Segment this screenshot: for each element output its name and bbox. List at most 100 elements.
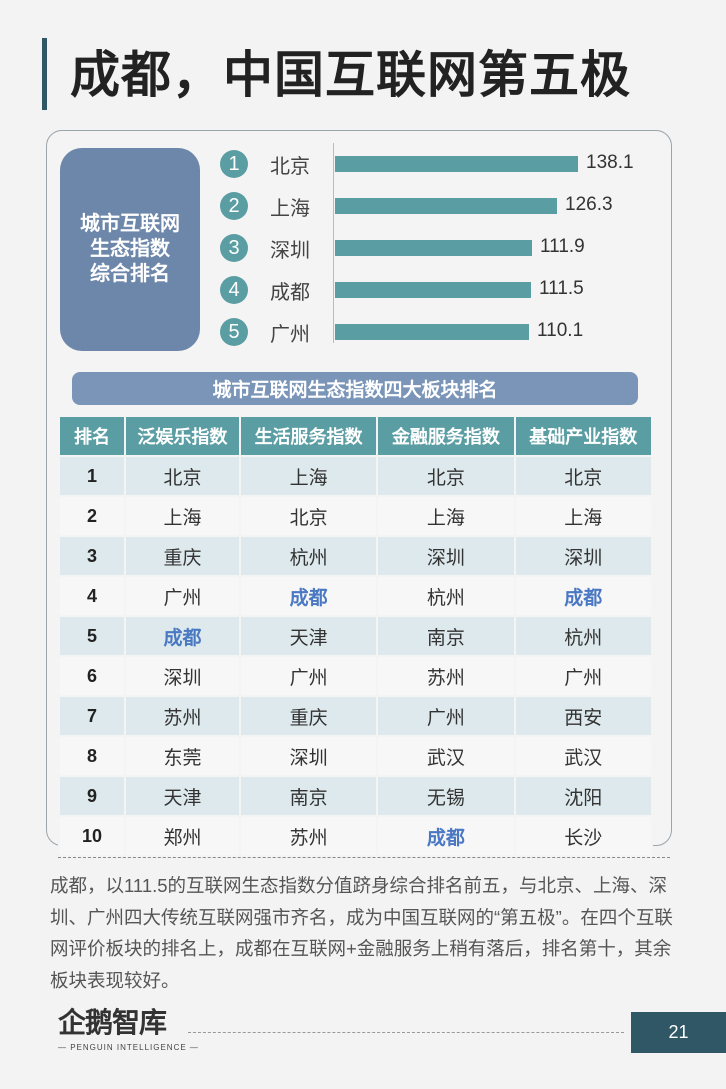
rank-number-circle: 2 xyxy=(220,192,248,220)
table-row: 7 苏州 重庆 广州 西安 xyxy=(58,695,654,737)
header-rank: 排名 xyxy=(58,415,126,457)
rank-cell: 2 xyxy=(58,495,126,537)
city-cell: 西安 xyxy=(513,695,654,737)
city-cell: 深圳 xyxy=(238,735,379,777)
section-title: 城市互联网生态指数四大板块排名 xyxy=(72,372,638,405)
rank-number-circle: 5 xyxy=(220,318,248,346)
city-cell: 上海 xyxy=(124,495,241,537)
table-row: 3 重庆 杭州 深圳 深圳 xyxy=(58,535,654,577)
city-cell: 深圳 xyxy=(376,535,516,577)
rank-number-circle: 3 xyxy=(220,234,248,262)
ranking-city: 成都 xyxy=(270,281,310,304)
table-row: 10 郑州 苏州 成都 长沙 xyxy=(58,815,654,857)
city-cell: 上海 xyxy=(513,495,654,537)
ranking-item: 2 上海 xyxy=(220,190,310,222)
sector-ranking-table: 排名 泛娱乐指数 生活服务指数 金融服务指数 基础产业指数 1 北京 上海 北京 北京 2… xyxy=(58,415,654,857)
logo-text: 企鹅智库 xyxy=(58,1007,167,1038)
ranking-value: 110.1 xyxy=(537,320,584,341)
city-cell: 重庆 xyxy=(124,535,241,577)
city-cell: 杭州 xyxy=(238,535,379,577)
ranking-item: 1 北京 xyxy=(220,148,310,180)
city-cell: 北京 xyxy=(238,495,379,537)
city-cell: 武汉 xyxy=(513,735,654,777)
ranking-city: 广州 xyxy=(270,323,310,346)
city-cell: 天津 xyxy=(124,775,241,817)
rank-number-circle: 1 xyxy=(220,150,248,178)
rank-cell: 9 xyxy=(58,775,126,817)
ranking-city: 北京 xyxy=(270,155,310,178)
city-cell: 成都 xyxy=(513,575,654,617)
city-cell: 苏州 xyxy=(238,815,379,857)
city-cell: 无锡 xyxy=(376,775,516,817)
city-cell: 天津 xyxy=(238,615,379,657)
city-cell: 深圳 xyxy=(513,535,654,577)
table-row: 4 广州 成都 杭州 成都 xyxy=(58,575,654,617)
rank-cell: 5 xyxy=(58,615,126,657)
logo-subtext: — PENGUIN INTELLIGENCE — xyxy=(58,1043,199,1052)
rank-cell: 4 xyxy=(58,575,126,617)
city-cell: 东莞 xyxy=(124,735,241,777)
page-title: 成都，中国互联网第五极 xyxy=(70,47,631,103)
city-cell: 广州 xyxy=(124,575,241,617)
table-row: 1 北京 上海 北京 北京 xyxy=(58,455,654,497)
ranking-chart-axis xyxy=(333,143,334,343)
header-financial-services: 金融服务指数 xyxy=(376,415,516,457)
city-cell: 杭州 xyxy=(513,615,654,657)
header-infrastructure: 基础产业指数 xyxy=(513,415,654,457)
city-cell: 上海 xyxy=(238,455,379,497)
ranking-item: 4 成都 xyxy=(220,274,310,306)
city-cell: 长沙 xyxy=(513,815,654,857)
city-cell: 广州 xyxy=(376,695,516,737)
rank-cell: 7 xyxy=(58,695,126,737)
divider xyxy=(58,857,670,858)
rank-cell: 1 xyxy=(58,455,126,497)
ranking-item: 3 深圳 xyxy=(220,232,310,264)
page-number: 21 xyxy=(631,1012,726,1053)
city-cell: 苏州 xyxy=(124,695,241,737)
table-row: 5 成都 天津 南京 杭州 xyxy=(58,615,654,657)
ranking-item: 5 广州 xyxy=(220,316,310,348)
table-row: 6 深圳 广州 苏州 广州 xyxy=(58,655,654,697)
rank-cell: 3 xyxy=(58,535,126,577)
summary-paragraph: 成都，以111.5的互联网生态指数分值跻身综合排名前五，与北京、上海、深圳、广州… xyxy=(50,875,673,991)
city-cell: 杭州 xyxy=(376,575,516,617)
city-cell: 广州 xyxy=(238,655,379,697)
ranking-bar xyxy=(335,156,578,172)
rank-number-circle: 4 xyxy=(220,276,248,304)
table-row: 2 上海 北京 上海 上海 xyxy=(58,495,654,537)
city-cell: 南京 xyxy=(238,775,379,817)
overall-ranking-badge: 城市互联网 生态指数 综合排名 xyxy=(60,148,200,351)
table-row: 8 东莞 深圳 武汉 武汉 xyxy=(58,735,654,777)
ranking-value: 126.3 xyxy=(565,194,613,215)
city-cell: 深圳 xyxy=(124,655,241,697)
badge-line-1: 城市互联网 xyxy=(80,213,180,235)
city-cell: 成都 xyxy=(238,575,379,617)
ranking-bar xyxy=(335,282,531,298)
title-accent-bar xyxy=(42,38,47,110)
city-cell: 上海 xyxy=(376,495,516,537)
table-row: 9 天津 南京 无锡 沈阳 xyxy=(58,775,654,817)
ranking-value: 138.1 xyxy=(586,152,634,173)
ranking-value: 111.5 xyxy=(539,278,584,299)
ranking-bar xyxy=(335,240,532,256)
city-cell: 广州 xyxy=(513,655,654,697)
ranking-city: 深圳 xyxy=(270,239,310,262)
header-life-services: 生活服务指数 xyxy=(238,415,379,457)
table-header-row: 排名 泛娱乐指数 生活服务指数 金融服务指数 基础产业指数 xyxy=(58,415,654,457)
city-cell: 北京 xyxy=(124,455,241,497)
city-cell: 苏州 xyxy=(376,655,516,697)
rank-cell: 10 xyxy=(58,815,126,857)
badge-line-3: 综合排名 xyxy=(90,263,170,285)
city-cell: 郑州 xyxy=(124,815,241,857)
city-cell: 北京 xyxy=(376,455,516,497)
rank-cell: 6 xyxy=(58,655,126,697)
city-cell: 成都 xyxy=(376,815,516,857)
header-entertainment: 泛娱乐指数 xyxy=(124,415,241,457)
city-cell: 北京 xyxy=(513,455,654,497)
ranking-city: 上海 xyxy=(270,197,310,220)
ranking-bar xyxy=(335,324,529,340)
city-cell: 沈阳 xyxy=(513,775,654,817)
ranking-value: 111.9 xyxy=(540,236,585,257)
badge-line-2: 生态指数 xyxy=(90,238,170,260)
city-cell: 重庆 xyxy=(238,695,379,737)
